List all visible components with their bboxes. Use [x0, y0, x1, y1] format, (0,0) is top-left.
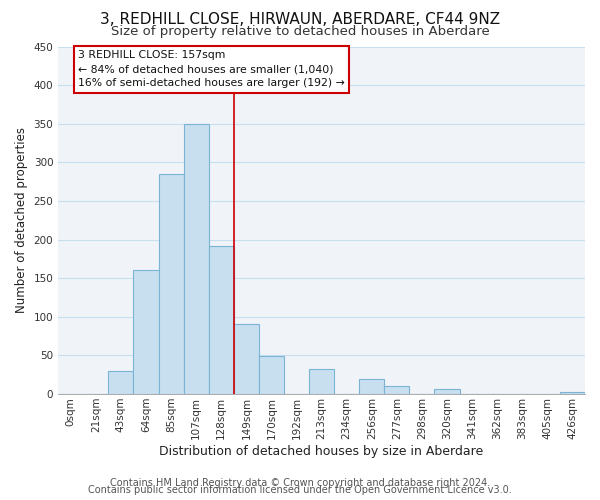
Bar [158, 174, 184, 394]
Y-axis label: Number of detached properties: Number of detached properties [15, 128, 28, 314]
Text: Size of property relative to detached houses in Aberdare: Size of property relative to detached ho… [110, 25, 490, 38]
Bar [209, 246, 234, 394]
Bar [133, 270, 158, 394]
Bar [309, 370, 334, 394]
Bar [359, 378, 385, 394]
X-axis label: Distribution of detached houses by size in Aberdare: Distribution of detached houses by size … [160, 444, 484, 458]
Text: 3 REDHILL CLOSE: 157sqm
← 84% of detached houses are smaller (1,040)
16% of semi: 3 REDHILL CLOSE: 157sqm ← 84% of detache… [78, 50, 345, 88]
Bar [560, 392, 585, 394]
Bar [109, 371, 133, 394]
Bar [434, 390, 460, 394]
Bar [259, 356, 284, 394]
Bar [385, 386, 409, 394]
Bar [234, 324, 259, 394]
Text: 3, REDHILL CLOSE, HIRWAUN, ABERDARE, CF44 9NZ: 3, REDHILL CLOSE, HIRWAUN, ABERDARE, CF4… [100, 12, 500, 28]
Text: Contains HM Land Registry data © Crown copyright and database right 2024.: Contains HM Land Registry data © Crown c… [110, 478, 490, 488]
Bar [184, 124, 209, 394]
Text: Contains public sector information licensed under the Open Government Licence v3: Contains public sector information licen… [88, 485, 512, 495]
